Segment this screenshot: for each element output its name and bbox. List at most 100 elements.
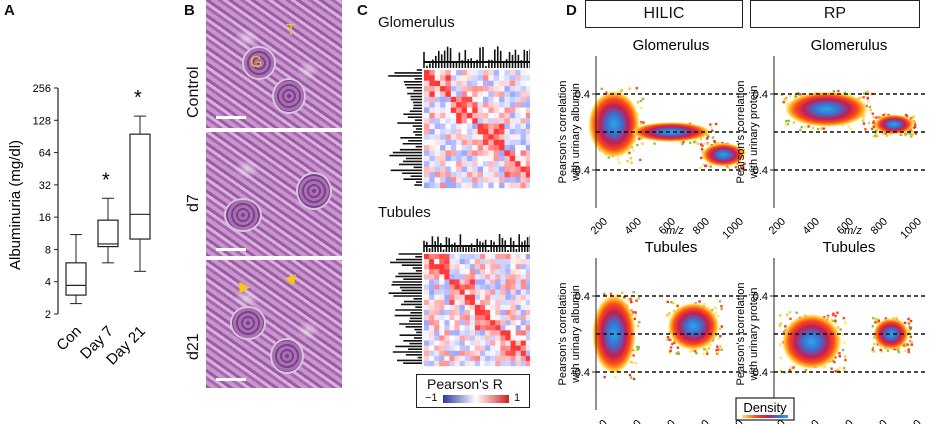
heatmap-cell — [480, 345, 486, 351]
x-tick-label: 1000 — [898, 418, 924, 424]
heatmap-cell — [466, 150, 473, 157]
heatmap-cell — [456, 112, 462, 119]
heatmap-cell — [483, 123, 489, 130]
heatmap-cell — [525, 182, 530, 189]
heatmap-cell — [520, 264, 527, 270]
heatmap-cell — [450, 75, 457, 81]
heatmap-cell — [515, 259, 521, 265]
heatmap-cell — [509, 155, 516, 162]
heatmap-cell — [434, 139, 441, 146]
scatter-point — [675, 352, 679, 355]
heatmap-cell — [444, 294, 450, 301]
heatmap-cell — [474, 320, 481, 326]
heatmap-cell — [424, 150, 430, 157]
heatmap-cell — [450, 80, 457, 87]
heatmap-cell — [459, 254, 465, 260]
heatmap-cell — [429, 355, 435, 362]
heatmap-cell — [525, 315, 530, 321]
heatmap-cell — [485, 355, 491, 362]
scatter-point — [718, 300, 722, 303]
heatmap-cell — [434, 75, 441, 81]
heatmap-cell — [440, 161, 446, 167]
scatter-point — [703, 142, 706, 145]
heatmap-cell — [450, 150, 457, 157]
y-tick-label: 32 — [39, 180, 51, 192]
heatmap-cell — [493, 150, 500, 157]
heatmap-cell — [456, 107, 462, 114]
heatmap-cell — [477, 70, 484, 76]
heatmap-cell — [480, 289, 486, 295]
heatmap-cell — [500, 325, 506, 331]
heatmap-cell — [439, 279, 445, 285]
heatmap-cell — [440, 145, 446, 151]
heatmap-cell — [483, 139, 489, 146]
heatmap-cell — [459, 330, 465, 336]
heatmap-cell — [456, 177, 462, 183]
heatmap-cell — [525, 134, 530, 140]
y-tick-label: 16 — [39, 212, 51, 224]
heatmap-cell — [515, 80, 521, 87]
heatmap-cell — [472, 166, 478, 173]
heatmap-cell — [510, 264, 516, 270]
heatmap-cell — [520, 259, 527, 265]
scatter-point — [666, 335, 670, 339]
heatmap-cell — [450, 161, 457, 167]
heatmap-cell — [525, 254, 530, 260]
scatter-point — [872, 121, 875, 124]
heatmap-cell — [439, 269, 445, 275]
heatmap-cell — [469, 299, 476, 306]
heatmap-cell — [520, 112, 527, 119]
heatmap-cell — [444, 355, 450, 362]
heatmap-cell — [500, 310, 506, 316]
scatter-point — [705, 351, 709, 354]
heatmap-cell — [445, 91, 452, 98]
heatmap-cell — [444, 259, 450, 265]
dendrogram — [388, 234, 530, 364]
heatmap-cell — [449, 345, 455, 351]
heatmap-cell — [488, 96, 494, 103]
heatmap-cell — [464, 284, 471, 290]
heatmap-cell — [483, 91, 489, 98]
heatmap-cell — [464, 264, 471, 270]
y-tick-label: 0.4 — [753, 291, 768, 303]
pearson-legend: Pearson's R −1 1 — [416, 374, 530, 408]
heatmap-cell — [464, 345, 471, 351]
heatmap-cell — [495, 335, 501, 341]
heatmap-cell — [424, 161, 430, 167]
heatmap-cell — [440, 134, 446, 140]
heatmap-cell — [434, 96, 441, 103]
heatmap-cell — [525, 123, 530, 130]
heatmap-cell — [495, 355, 501, 362]
heatmap-cell — [456, 139, 462, 146]
x-tick-label: 200 — [767, 418, 788, 424]
heatmap-cell — [464, 320, 471, 326]
scatter-point — [877, 319, 881, 322]
heatmap-cell — [485, 320, 491, 326]
heatmap-cell — [515, 171, 521, 178]
box-1: * — [97, 169, 119, 264]
heatmap-cell — [464, 289, 471, 295]
heatmap-cell — [520, 299, 527, 306]
scatter-point — [830, 319, 833, 322]
heatmap-cell — [466, 96, 473, 103]
x-tick-label: 400 — [623, 418, 644, 424]
x-tick-label: 200 — [589, 418, 610, 424]
heatmap-cell — [445, 150, 452, 157]
scatter-point — [789, 317, 792, 320]
heatmap-cell — [525, 360, 530, 367]
heatmap-cell — [456, 123, 462, 130]
scatter-point — [633, 317, 637, 321]
scatter-point — [711, 129, 714, 132]
scatter-point — [879, 348, 882, 352]
heatmap-cell — [488, 155, 494, 162]
scatter-point — [874, 321, 877, 324]
heatmap-cell — [490, 299, 496, 306]
heatmap-cell — [520, 315, 527, 321]
box-2: * — [129, 87, 151, 272]
heatmap-cell — [515, 86, 521, 92]
scatter-point — [671, 301, 675, 305]
heatmap-cell — [461, 112, 468, 119]
heatmap-cell — [445, 155, 452, 162]
scatter-point — [866, 97, 869, 100]
heatmap-cell — [490, 310, 496, 316]
